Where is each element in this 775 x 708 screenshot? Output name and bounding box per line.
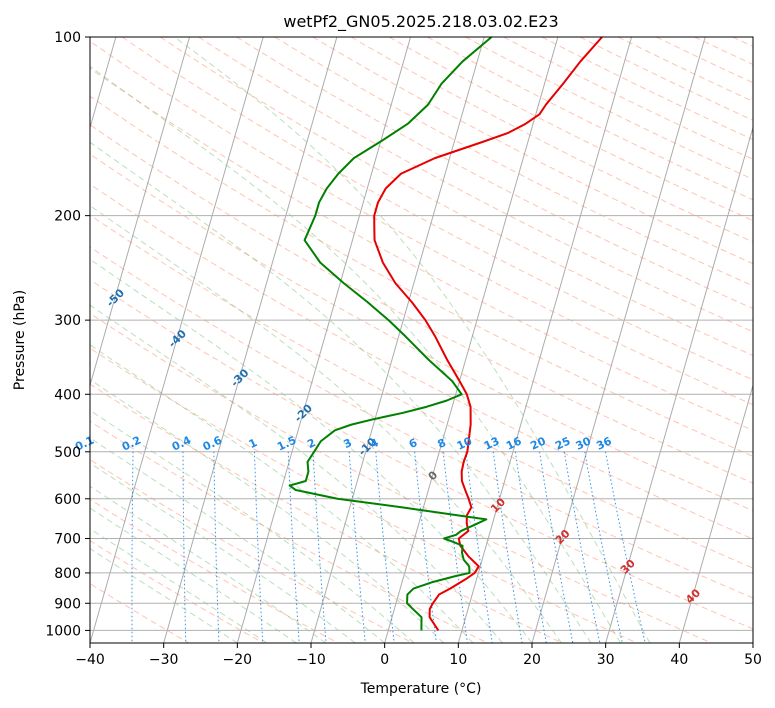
mixing-ratio-label: 30 [574,434,594,452]
mixing-ratio-label: 20 [528,434,548,452]
plot-frame [89,36,754,644]
moist-adiabat [90,409,415,643]
x-tick-label: 30 [597,652,615,668]
isotherm-line [90,37,191,388]
mixing-ratio-line [375,451,395,643]
dry-adiabat [90,312,712,643]
isotherm-line [605,125,753,643]
y-tick-label: 300 [54,313,81,329]
isotherm-line [531,37,706,643]
dry-adiabat [90,153,753,512]
y-tick-label: 600 [54,492,81,508]
profile-series [288,37,603,631]
dewpoint-profile-line [288,37,493,631]
x-tick-label: 50 [744,652,762,668]
isotherm-line [163,37,338,643]
mixing-ratio-line [605,451,646,643]
mixing-ratio-label: 36 [594,434,614,452]
isotherm-line [457,37,633,643]
y-tick-label: 800 [54,566,81,582]
mixing-ratio-line [414,451,437,643]
x-tick-label: −30 [149,652,179,668]
x-tick-label: −20 [223,652,253,668]
moist-adiabat [90,507,297,643]
mixing-ratio-line [253,451,264,643]
isotherm-line [90,37,264,643]
moist-adiabat [90,485,327,643]
mixing-ratio-line [442,451,469,643]
isotherm-line [384,37,559,643]
x-tick-label: 40 [670,652,688,668]
x-tick-label: 10 [449,652,467,668]
moist-adiabat [90,65,621,643]
moist-adiabat [90,141,592,643]
isotherm-line [678,383,753,643]
y-tick-label: 100 [54,30,81,46]
mixing-ratio-line [287,451,300,643]
x-tick-label: 20 [523,652,541,668]
moist-adiabat [90,205,562,643]
x-axis-ticks: −40 −30 −20 −10 0 10 20 30 40 50 [75,643,762,668]
x-axis-label: Temperature (°C) [360,681,482,697]
dry-adiabat [90,420,488,643]
mixing-ratio-label: 16 [504,434,524,452]
mixing-ratio-label: 10 [455,434,475,452]
moist-adiabat [90,344,474,643]
y-tick-label: 900 [54,596,81,612]
mixing-ratio-line [131,451,134,643]
mixing-ratio-line [465,451,493,643]
temperature-profile-line [373,37,603,631]
mixing-ratio-line [312,451,327,643]
dry-adiabat [90,183,753,540]
dry-adiabat [90,246,753,599]
moist-adiabat [174,37,651,643]
x-tick-label: −10 [296,652,326,668]
pressure-gridlines [90,37,753,631]
moist-adiabat [90,378,444,643]
mixing-ratio-line [348,451,366,643]
x-tick-label: 0 [380,652,389,668]
y-axis-label: Pressure (hPa) [12,290,28,390]
dry-adiabat [90,214,753,569]
mixing-ratio-line [213,451,220,643]
y-tick-label: 500 [54,445,81,461]
dry-adiabat [90,347,638,643]
isotherms [90,37,753,643]
mixing-ratio-line [182,451,187,643]
dry-adiabat [90,279,753,630]
dry-adiabat [90,582,190,643]
moist-adiabat [90,304,503,643]
mixing-ratio-line [584,451,623,643]
x-tick-label: −40 [75,652,105,668]
mixing-ratio-lines [131,451,646,643]
chart-title: wetPf2_GN05.2025.218.03.02.E23 [283,12,558,32]
moist-adiabats [90,37,651,643]
y-tick-label: 200 [54,209,81,225]
dry-adiabat [90,383,563,643]
moist-adiabat [90,462,356,643]
y-axis-ticks: 100 200 300 400 500 600 700 800 900 1000 [45,30,90,639]
isotherm-line [236,37,412,643]
mixing-ratio-label: 25 [553,434,572,452]
y-tick-label: 1000 [45,623,81,639]
moist-adiabat [90,258,533,643]
mixing-ratio-label: 13 [482,434,501,452]
y-tick-label: 700 [54,532,81,548]
isotherm-line [310,37,485,643]
y-tick-label: 400 [54,387,81,403]
